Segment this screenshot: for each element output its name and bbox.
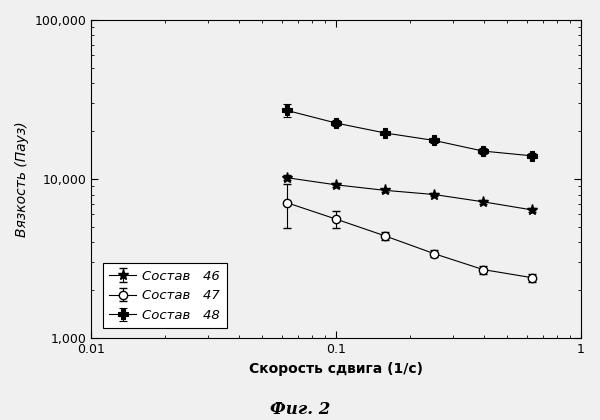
Text: Фиг. 2: Фиг. 2: [270, 401, 330, 418]
Legend: Состав   46, Состав   47, Состав   48: Состав 46, Состав 47, Состав 48: [103, 263, 227, 328]
X-axis label: Скорость сдвига (1/с): Скорость сдвига (1/с): [249, 362, 423, 375]
Y-axis label: Вязкость (Пауз): Вязкость (Пауз): [15, 121, 29, 237]
